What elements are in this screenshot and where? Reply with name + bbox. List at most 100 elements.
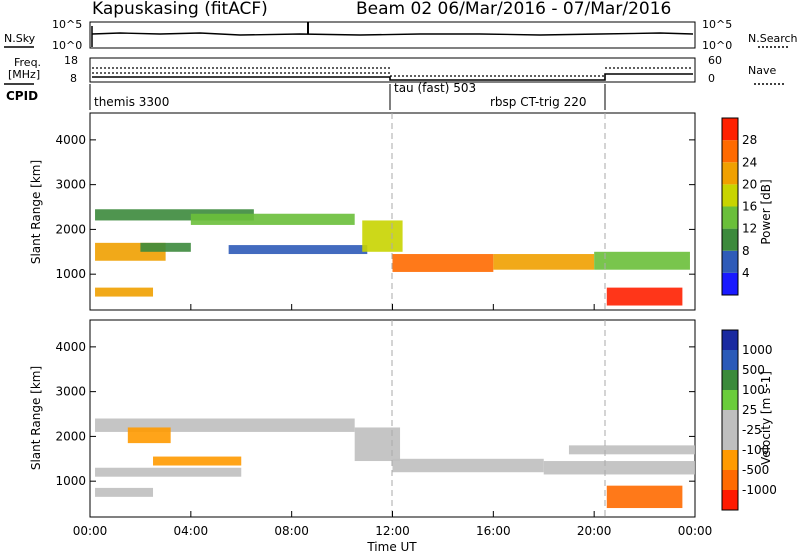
velocity-panel: 1000 2000 3000 4000 Slant Range [km] bbox=[29, 319, 696, 518]
cpid-segment-1: themis 3300 bbox=[94, 95, 169, 109]
noise-right-tick-top: 10^5 bbox=[702, 18, 732, 31]
power-colorbar-swatch-5 bbox=[722, 162, 738, 185]
power-band-10 bbox=[606, 287, 683, 306]
velocity-colorbar-tick-3: 25 bbox=[742, 403, 757, 417]
noise-left-tick-top: 10^5 bbox=[52, 18, 82, 31]
x-tick-label-5: 20:00 bbox=[577, 524, 612, 538]
velocity-colorbar-swatch-6 bbox=[722, 450, 738, 470]
velocity-colorbar-tick-1: 500 bbox=[742, 363, 765, 377]
power-colorbar-tick-5: 24 bbox=[742, 155, 757, 169]
velocity-band-2 bbox=[153, 456, 242, 466]
freq-tick-bottom: 8 bbox=[70, 72, 77, 85]
velocity-y-ticks: 1000 2000 3000 4000 bbox=[55, 340, 695, 488]
power-colorbar-swatch-1 bbox=[722, 250, 738, 273]
velocity-colorbar: 1000 500 100 25 -25 -100 -500 -1000 bbox=[721, 329, 777, 511]
x-tick-label-4: 16:00 bbox=[476, 524, 511, 538]
velocity-band-9 bbox=[606, 485, 683, 509]
freq-strip: Freq. [MHz] 18 8 60 0 Nave bbox=[4, 54, 784, 85]
velocity-colorbar-tick-0: 1000 bbox=[742, 343, 773, 357]
noise-right-tick-bottom: 10^0 bbox=[702, 39, 732, 52]
cpid-label: CPID bbox=[6, 89, 38, 103]
cpid-segment-2: tau (fast) 503 bbox=[394, 81, 476, 95]
cpid-strip: CPID themis 3300 tau (fast) 503 rbsp CT-… bbox=[6, 81, 606, 110]
power-colorbar-tick-3: 16 bbox=[742, 200, 757, 214]
velocity-colorbar-tick-5: -100 bbox=[742, 443, 769, 457]
freq-tick-top: 18 bbox=[64, 54, 78, 67]
power-band-1 bbox=[190, 213, 355, 225]
velocity-band-3 bbox=[95, 467, 242, 477]
x-tick-label-0: 00:00 bbox=[73, 524, 108, 538]
velocity-band-4 bbox=[95, 487, 154, 497]
power-colorbar-swatch-6 bbox=[722, 140, 738, 163]
power-colorbar-tick-0: 4 bbox=[742, 266, 750, 280]
nave-label: Nave bbox=[748, 64, 776, 77]
power-colorbar-swatch-3 bbox=[722, 206, 738, 229]
velocity-ytick-label-0: 1000 bbox=[55, 474, 86, 488]
x-tick-label-1: 04:00 bbox=[174, 524, 209, 538]
power-band-6 bbox=[362, 220, 403, 252]
power-ylabel: Slant Range [km] bbox=[29, 160, 43, 264]
beam-date-title: Beam 02 06/Mar/2016 - 07/Mar/2016 bbox=[356, 0, 671, 19]
x-tick-label-6: 00:00 bbox=[678, 524, 713, 538]
power-band-4 bbox=[140, 242, 191, 252]
velocity-band-8 bbox=[568, 445, 695, 455]
velocity-band-1 bbox=[127, 427, 171, 444]
power-colorbar-swatch-2 bbox=[722, 228, 738, 251]
velocity-colorbar-swatch-0 bbox=[722, 330, 738, 350]
velocity-colorbar-swatch-3 bbox=[722, 390, 738, 410]
power-band-8 bbox=[493, 254, 595, 270]
velocity-ytick-label-1: 2000 bbox=[55, 429, 86, 443]
velocity-ytick-label-3: 4000 bbox=[55, 340, 86, 354]
nsearch-label: N.Search bbox=[748, 32, 798, 45]
power-colorbar-tick-4: 20 bbox=[742, 177, 757, 191]
power-ytick-label-3: 4000 bbox=[55, 133, 86, 147]
velocity-band-7 bbox=[543, 461, 695, 475]
noise-strip: N.Sky N.Search 10^5 10^0 10^5 10^0 bbox=[4, 18, 798, 52]
velocity-colorbar-swatch-7 bbox=[722, 470, 738, 490]
power-colorbar-tick-1: 8 bbox=[742, 244, 750, 258]
x-axis-ticks: 00:00 04:00 08:00 12:00 16:00 20:00 00:00 bbox=[73, 304, 713, 538]
velocity-ytick-label-2: 3000 bbox=[55, 385, 86, 399]
power-colorbar: 4 8 12 16 20 24 28 bbox=[721, 117, 757, 296]
power-band-3 bbox=[95, 287, 154, 297]
power-colorbar-label: Power [dB] bbox=[759, 179, 773, 244]
velocity-colorbar-swatch-4 bbox=[722, 410, 738, 430]
velocity-colorbar-swatch-5 bbox=[722, 430, 738, 450]
cpid-segment-3: rbsp CT-trig 220 bbox=[490, 95, 586, 109]
power-ytick-label-1: 2000 bbox=[55, 222, 86, 236]
power-colorbar-tick-6: 28 bbox=[742, 133, 757, 147]
nave-tick-top: 60 bbox=[708, 54, 722, 67]
nave-tick-bottom: 0 bbox=[708, 72, 715, 85]
velocity-colorbar-swatch-8 bbox=[722, 490, 738, 510]
velocity-band-5 bbox=[354, 427, 401, 462]
station-title: Kapuskasing (fitACF) bbox=[92, 0, 268, 19]
x-tick-label-2: 08:00 bbox=[274, 524, 309, 538]
noise-left-tick-bottom: 10^0 bbox=[52, 39, 82, 52]
velocity-colorbar-frame bbox=[721, 329, 739, 511]
power-band-0 bbox=[95, 209, 254, 221]
power-colorbar-swatch-4 bbox=[722, 184, 738, 207]
freq-label-line1: Freq. bbox=[14, 56, 41, 69]
nsky-label: N.Sky bbox=[4, 32, 36, 45]
power-ytick-label-0: 1000 bbox=[55, 267, 86, 281]
velocity-colorbar-tick-4: -25 bbox=[742, 423, 762, 437]
power-colorbar-swatch-0 bbox=[722, 272, 738, 295]
x-axis-label: Time UT bbox=[366, 540, 417, 554]
velocity-colorbar-swatch-1 bbox=[722, 350, 738, 370]
power-colorbar-tick-2: 12 bbox=[742, 222, 757, 236]
power-panel: 1000 2000 3000 4000 Slant Range [km] bbox=[29, 112, 696, 311]
power-band-7 bbox=[392, 254, 494, 272]
velocity-colorbar-tick-7: -1000 bbox=[742, 483, 777, 497]
power-band-5 bbox=[228, 245, 368, 255]
velocity-band-6 bbox=[392, 458, 544, 473]
velocity-colorbar-swatch-2 bbox=[722, 370, 738, 390]
power-colorbar-swatch-7 bbox=[722, 118, 738, 141]
power-ytick-label-2: 3000 bbox=[55, 178, 86, 192]
power-y-ticks: 1000 2000 3000 4000 bbox=[55, 133, 695, 281]
velocity-ylabel: Slant Range [km] bbox=[29, 366, 43, 470]
x-tick-label-3: 12:00 bbox=[375, 524, 410, 538]
power-data-bands bbox=[95, 209, 690, 306]
power-colorbar-frame bbox=[721, 117, 739, 296]
freq-label-line2: [MHz] bbox=[8, 68, 40, 81]
